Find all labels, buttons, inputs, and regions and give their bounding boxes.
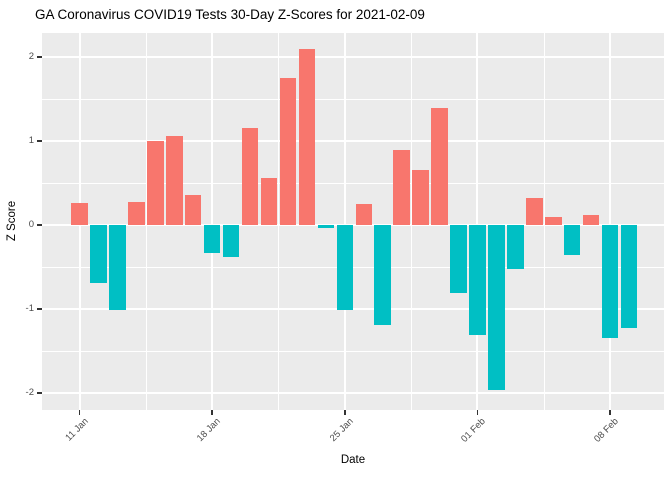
x-major-gridline — [211, 33, 214, 410]
y-axis-tick — [37, 308, 42, 310]
x-axis-tick — [609, 410, 611, 415]
bar-19-jan — [222, 225, 240, 257]
bar-29-jan — [412, 169, 429, 225]
bar-25-jan — [336, 225, 354, 310]
y-minor-gridline — [42, 183, 664, 184]
bar-12-jan — [90, 225, 107, 283]
y-tick-label: 0 — [28, 219, 34, 230]
bar-22-jan — [279, 78, 297, 225]
y-axis-tick — [37, 56, 42, 58]
y-minor-gridline — [42, 351, 664, 352]
bar-30-jan — [431, 108, 448, 225]
x-minor-gridline — [411, 33, 413, 410]
bar-03-feb — [507, 225, 524, 269]
bar-01-feb — [469, 225, 486, 336]
x-minor-gridline — [145, 33, 147, 410]
bar-16-jan — [166, 135, 183, 225]
y-axis-tick — [37, 224, 42, 226]
bar-15-jan — [147, 141, 164, 225]
x-axis-tick — [476, 410, 479, 415]
y-major-gridline — [42, 56, 664, 58]
bar-02-feb — [488, 225, 505, 391]
x-major-gridline — [609, 33, 612, 410]
bar-31-jan — [450, 225, 467, 294]
x-axis-title: Date — [340, 454, 366, 466]
x-tick-label: 25 Jan — [327, 416, 356, 444]
bar-21-jan — [260, 177, 278, 225]
bar-18-jan — [203, 225, 221, 253]
bar-17-jan — [184, 194, 202, 225]
x-tick-label: 01 Feb — [459, 416, 489, 445]
y-major-gridline — [42, 392, 664, 394]
x-minor-gridline — [543, 33, 545, 410]
y-major-gridline — [42, 140, 664, 142]
bar-08-feb — [601, 225, 619, 339]
bar-27-jan — [374, 225, 391, 325]
bar-28-jan — [393, 150, 410, 225]
y-minor-gridline — [42, 99, 664, 100]
x-tick-label: 18 Jan — [194, 416, 223, 444]
bar-14-jan — [128, 202, 145, 225]
x-minor-gridline — [278, 33, 280, 410]
x-tick-label: 08 Feb — [592, 416, 621, 445]
x-axis-tick — [344, 410, 346, 415]
bar-11-jan — [71, 203, 88, 225]
y-tick-label: -2 — [25, 387, 34, 398]
x-major-gridline — [343, 33, 346, 410]
y-tick-label: 2 — [28, 51, 34, 62]
bar-04-feb — [526, 198, 543, 225]
bar-24-jan — [317, 225, 335, 228]
x-major-gridline — [476, 33, 479, 410]
x-axis-tick — [78, 410, 81, 415]
bar-13-jan — [109, 225, 126, 310]
chart-title: GA Coronavirus COVID19 Tests 30-Day Z-Sc… — [35, 7, 425, 22]
chart-panel — [42, 33, 664, 410]
y-axis-tick — [37, 140, 42, 142]
x-axis-tick — [211, 410, 213, 415]
bar-06-feb — [563, 225, 581, 256]
bar-26-jan — [355, 204, 372, 225]
x-tick-label: 11 Jan — [62, 416, 91, 444]
y-tick-label: 1 — [28, 135, 34, 146]
y-tick-label: -1 — [25, 303, 34, 314]
bar-05-feb — [545, 217, 562, 225]
bar-20-jan — [241, 127, 259, 225]
bar-09-feb — [620, 225, 638, 329]
bar-07-feb — [582, 214, 600, 225]
y-axis-tick — [37, 392, 42, 394]
bar-23-jan — [298, 48, 316, 225]
